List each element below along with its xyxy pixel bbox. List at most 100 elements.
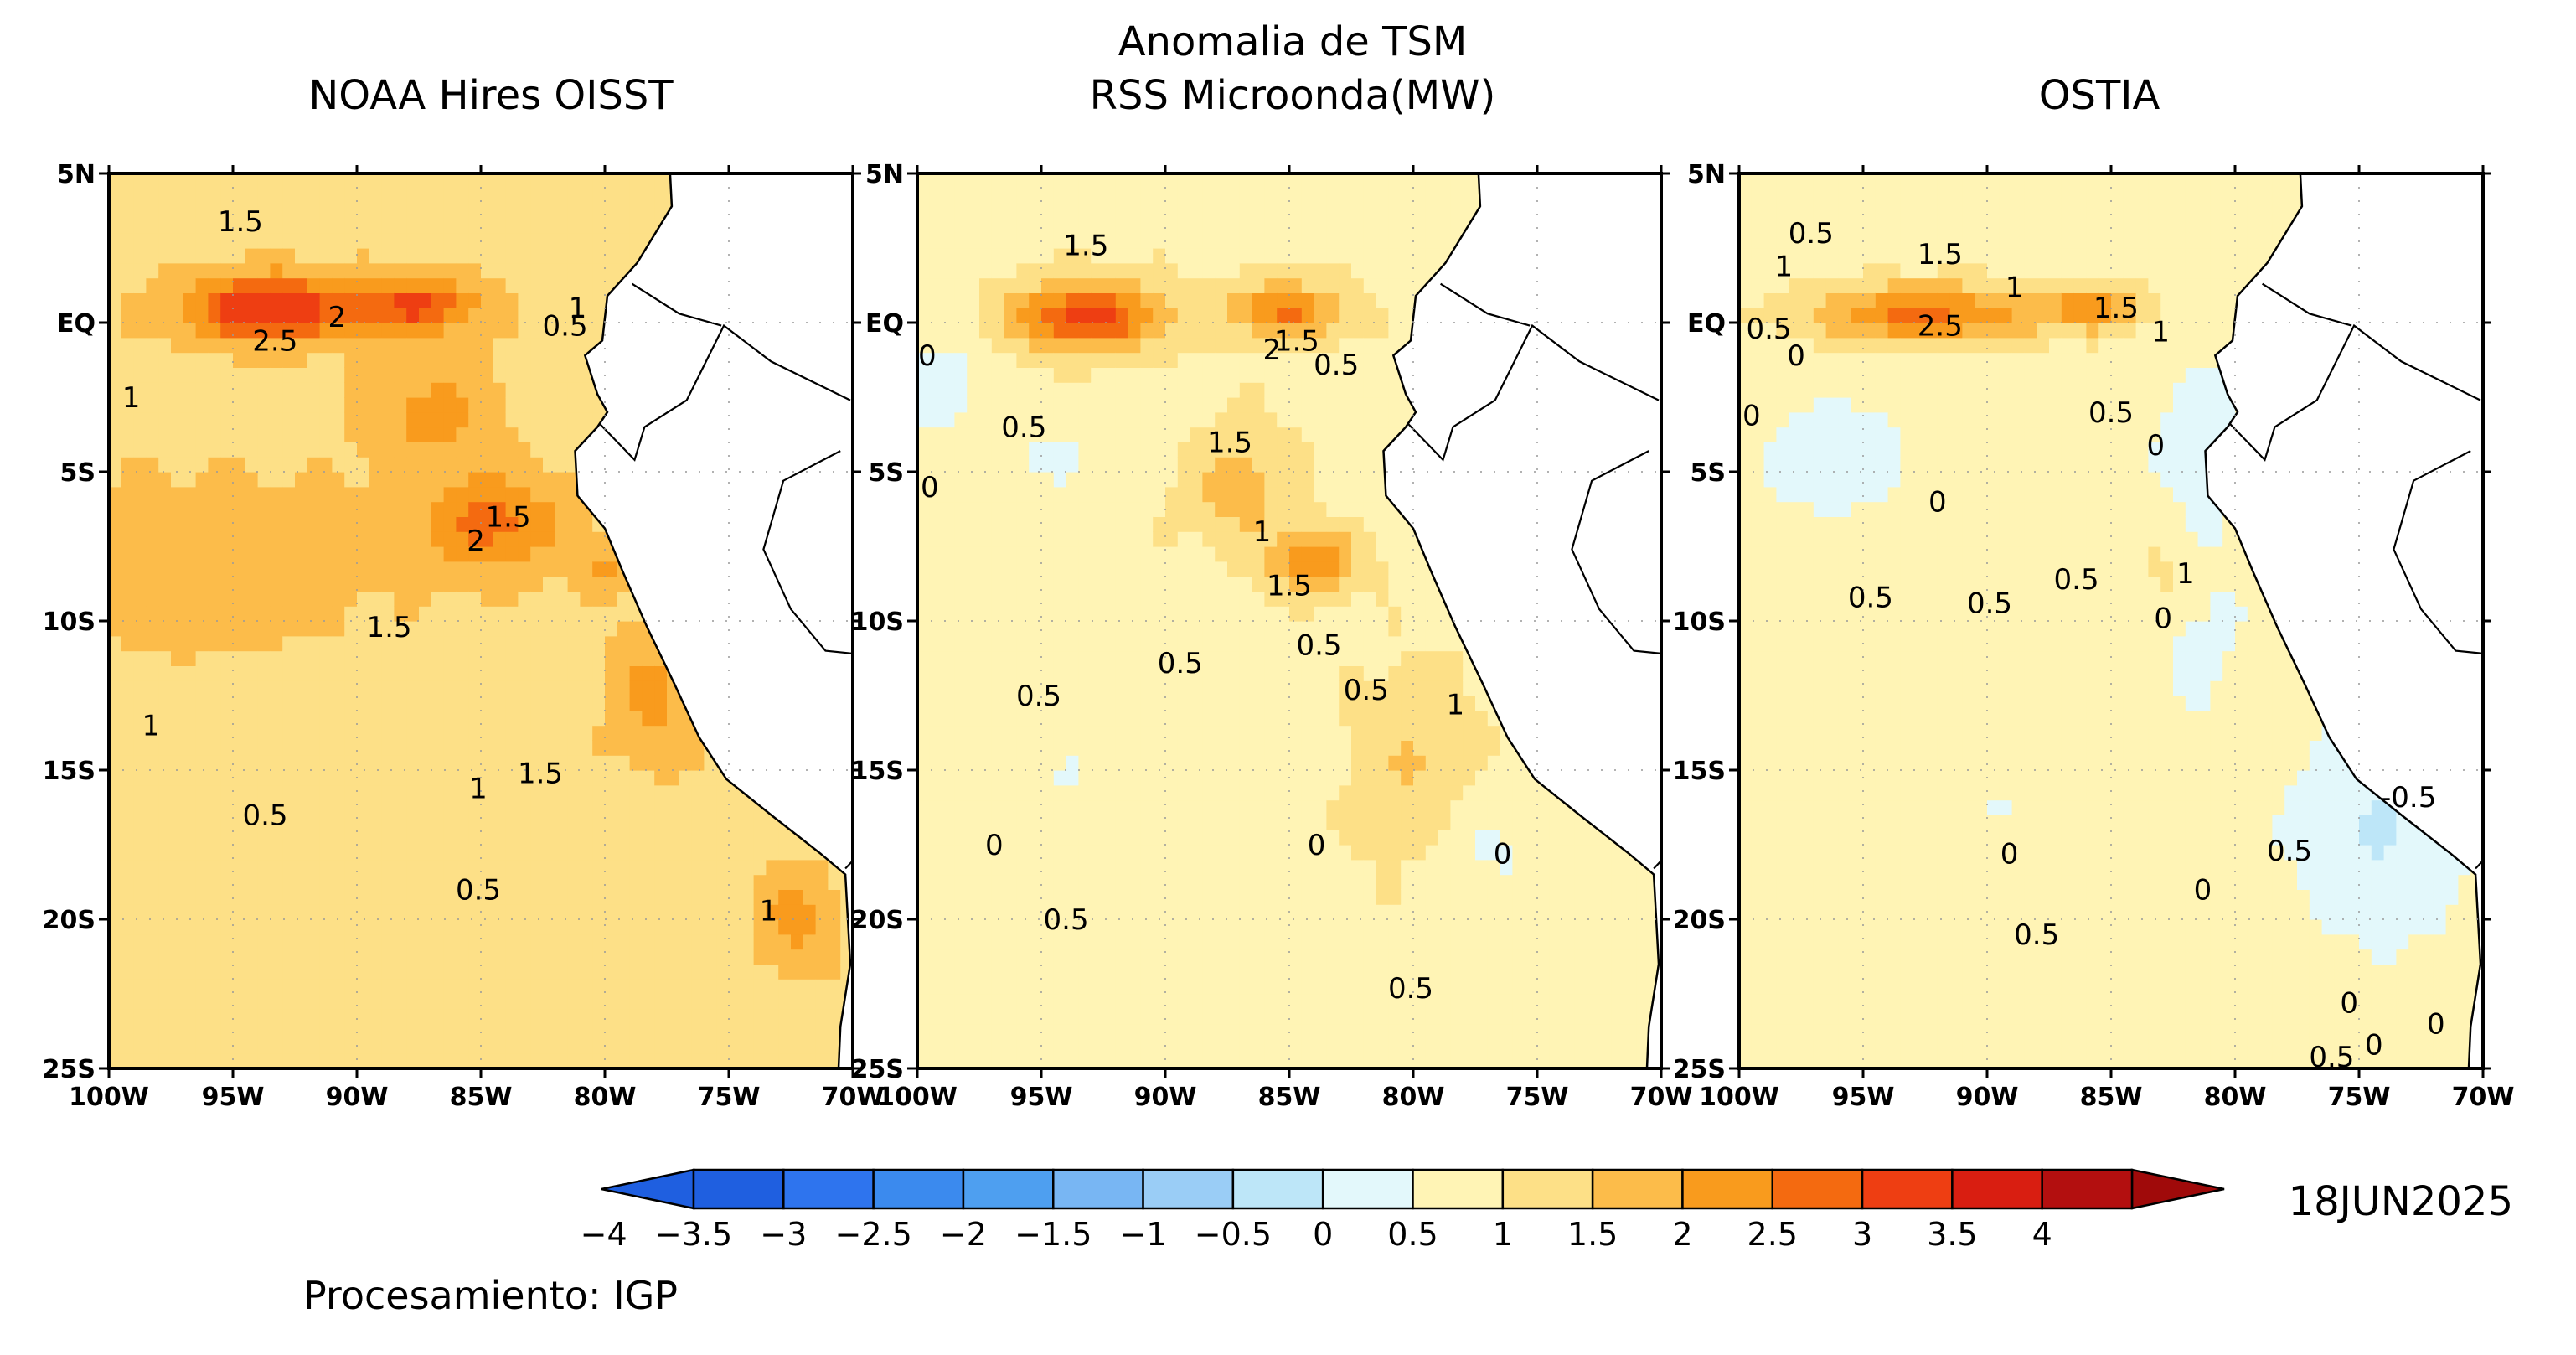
contour-label: 0.5 [1158, 647, 1203, 680]
colorbar-level-label: 1 [1493, 1216, 1513, 1253]
lat-tick-label: 10S [851, 608, 904, 637]
panel-title-ostia: OSTIA [2039, 72, 2160, 119]
lat-tick-label: 10S [1673, 608, 1726, 637]
colorbar-level-label: 3.5 [1927, 1216, 1977, 1253]
lon-tick-label: 85W [1258, 1083, 1321, 1112]
contour-label: 0 [2340, 987, 2358, 1021]
contour-label: 0.5 [2088, 396, 2134, 430]
lon-tick-label: 95W [1010, 1083, 1073, 1112]
contour-label: 1.5 [1207, 426, 1252, 459]
contour-label: 0 [2194, 873, 2212, 907]
lat-tick-label: 5S [1691, 458, 1726, 488]
colorbar-swatch [1321, 1168, 1414, 1210]
contour-label: 0 [918, 339, 937, 373]
contour-label: 0 [921, 471, 939, 504]
contour-label: 0 [2000, 838, 2019, 871]
colorbar-level-label: −2.5 [834, 1216, 911, 1253]
contour-label: 1.5 [1063, 229, 1108, 262]
colorbar-swatch [1681, 1168, 1773, 1210]
colorbar-swatch [692, 1168, 785, 1210]
lat-tick-label: 20S [43, 906, 96, 935]
contour-label: 0.5 [2309, 1041, 2354, 1074]
colorbar-level-label: −1.5 [1014, 1216, 1092, 1253]
contour-label: 0 [2154, 602, 2172, 635]
contour-label: 2 [1262, 334, 1281, 367]
contour-label: 1.5 [2093, 292, 2139, 325]
lat-tick-label: 10S [43, 608, 96, 637]
lat-tick-label: 5S [60, 458, 96, 488]
lat-tick-label: 5N [57, 160, 96, 189]
lat-tick-label: 20S [1673, 906, 1726, 935]
colorbar-level-label: −4 [581, 1216, 627, 1253]
lon-tick-label: 85W [450, 1083, 513, 1112]
contour-label: 1.5 [366, 611, 411, 644]
lat-tick-label: EQ [1687, 309, 1726, 339]
date-label: 18JUN2025 [2289, 1178, 2513, 1225]
contour-label: 0.5 [2054, 563, 2099, 597]
contour-label: 0.5 [1001, 411, 1046, 445]
colorbar-level-label: 0 [1313, 1216, 1333, 1253]
contour-label: 0 [2427, 1008, 2445, 1042]
lat-tick-label: EQ [57, 309, 96, 339]
contour-label: 1 [760, 894, 778, 928]
lat-tick-label: 25S [851, 1055, 904, 1084]
colorbar-level-label: 4 [2032, 1216, 2052, 1253]
contour-label: 0 [1494, 838, 1512, 871]
lon-tick-label: 90W [1956, 1083, 2019, 1112]
lon-tick-label: 75W [1506, 1083, 1569, 1112]
lat-tick-label: 5N [865, 160, 904, 189]
lat-tick-label: 15S [43, 757, 96, 786]
colorbar-swatch [1771, 1168, 1864, 1210]
lat-tick-label: 5S [869, 458, 904, 488]
colorbar-swatch [2041, 1168, 2134, 1210]
contour-label: 0.5 [543, 310, 588, 344]
lon-tick-label: 100W [877, 1083, 958, 1112]
lat-tick-label: EQ [865, 309, 904, 339]
colorbar-swatch [1501, 1168, 1594, 1210]
contour-label: 0.5 [1344, 674, 1389, 707]
contour-label: 1 [1774, 250, 1793, 283]
contour-label: 0.5 [2014, 918, 2059, 952]
colorbar-swatch [962, 1168, 1055, 1210]
colorbar-swatch [1142, 1168, 1235, 1210]
contour-label: 0.5 [2267, 835, 2312, 868]
contour-label: 1 [569, 292, 587, 325]
contour-label: 0.5 [1388, 972, 1433, 1006]
lat-tick-label: 15S [851, 757, 904, 786]
lon-tick-label: 70W [1630, 1083, 1693, 1112]
colorbar-swatch [872, 1168, 965, 1210]
colorbar-swatch [1412, 1168, 1505, 1210]
contour-label: 0.5 [1789, 217, 1834, 251]
colorbar-level-label: −3 [760, 1216, 807, 1253]
colorbar-swatch [1231, 1168, 1324, 1210]
lon-tick-label: 90W [1134, 1083, 1197, 1112]
contour-label: 1.5 [518, 758, 563, 791]
colorbar-level-label: 2.5 [1747, 1216, 1798, 1253]
main-title-line1: Anomalia de TSM [1118, 18, 1468, 65]
contour-label: 1.5 [1918, 238, 1963, 272]
contour-label: 0.5 [1016, 680, 1061, 713]
lat-tick-label: 20S [851, 906, 904, 935]
contour-label: 0.5 [1848, 582, 1893, 615]
processing-credit: Procesamiento: IGP [303, 1273, 678, 1318]
lon-tick-label: 100W [1699, 1083, 1779, 1112]
colorbar-level-label: 3 [1852, 1216, 1872, 1253]
contour-label: 1.5 [1267, 569, 1312, 603]
contour-label: 1 [122, 381, 141, 415]
contour-label: 0 [985, 829, 1004, 862]
colorbar-level-label: 1.5 [1567, 1216, 1618, 1253]
lon-tick-label: 95W [202, 1083, 265, 1112]
contour-label: 0.5 [456, 873, 501, 907]
colorbar-swatch [782, 1168, 875, 1210]
lon-tick-label: 70W [2452, 1083, 2515, 1112]
colorbar-swatch [1591, 1168, 1684, 1210]
contour-label: 0.5 [1044, 903, 1089, 937]
colorbar-high-arrow [2130, 1168, 2225, 1210]
lat-tick-label: 5N [1687, 160, 1726, 189]
lon-tick-label: 90W [326, 1083, 389, 1112]
main-title-line2: RSS Microonda(MW) [1090, 72, 1496, 119]
colorbar-swatch [1861, 1168, 1954, 1210]
lon-tick-label: 80W [574, 1083, 637, 1112]
